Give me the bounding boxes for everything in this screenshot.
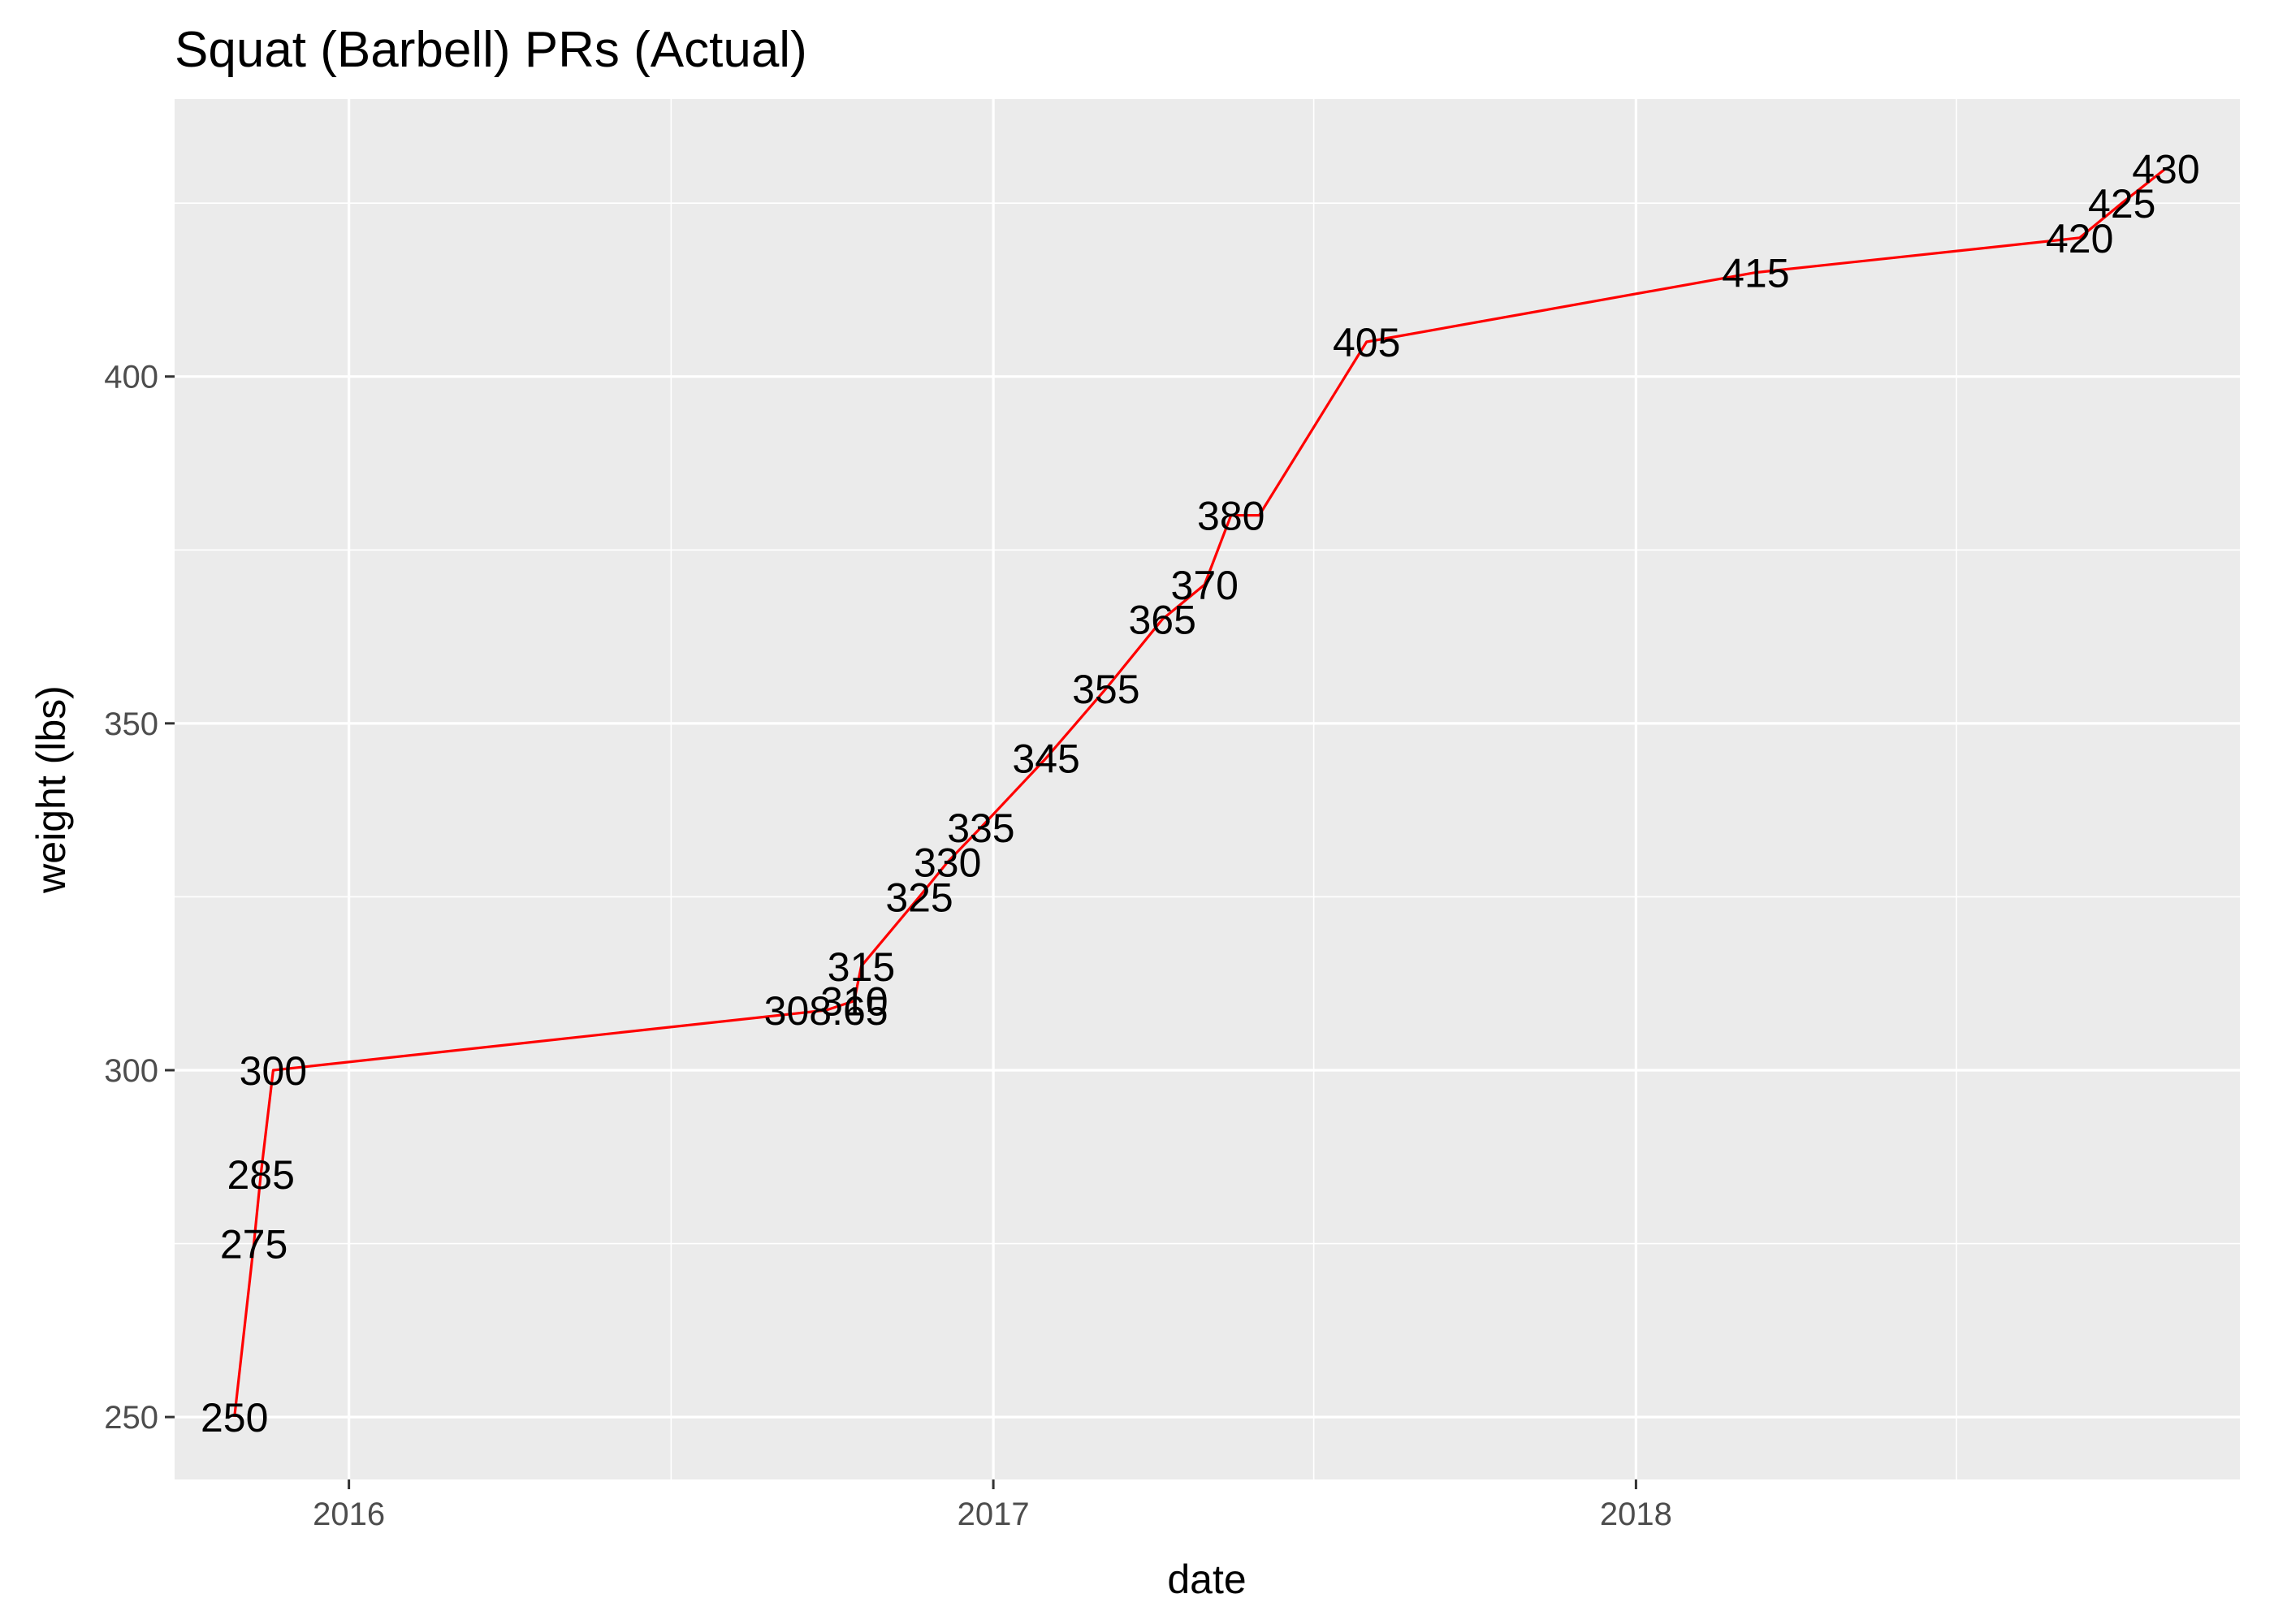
data-label: 370 — [1171, 563, 1239, 608]
data-label: 308.65 — [764, 988, 888, 1034]
data-label: 315 — [828, 944, 895, 990]
data-label: 430 — [2132, 146, 2199, 192]
major-gridlines — [175, 99, 2240, 1479]
data-label: 415 — [1722, 251, 1789, 296]
data-label: 405 — [1333, 320, 1400, 365]
data-label: 310 — [820, 979, 888, 1025]
x-axis-title: date — [1167, 1557, 1246, 1602]
data-label: 285 — [227, 1152, 295, 1198]
data-label: 425 — [2088, 181, 2155, 227]
y-tick-label: 300 — [104, 1053, 158, 1089]
data-label: 335 — [947, 806, 1014, 851]
data-label: 325 — [885, 875, 953, 920]
y-tick-label: 250 — [104, 1400, 158, 1436]
series-line-group — [233, 167, 2167, 1418]
data-label: 250 — [201, 1395, 268, 1440]
y-tick-label: 400 — [104, 360, 158, 395]
axis-ticks — [165, 375, 1637, 1489]
data-label: 380 — [1197, 494, 1265, 539]
x-tick-label: 2017 — [958, 1497, 1030, 1532]
chart-title: Squat (Barbell) PRs (Actual) — [175, 22, 807, 78]
y-tick-label: 350 — [104, 706, 158, 742]
x-tick-label: 2018 — [1600, 1497, 1672, 1532]
x-tick-label: 2016 — [313, 1497, 385, 1532]
data-label: 330 — [914, 840, 981, 886]
data-label: 300 — [240, 1048, 307, 1094]
minor-gridlines — [175, 99, 2240, 1479]
data-label: 345 — [1012, 736, 1079, 782]
data-label: 420 — [2046, 216, 2113, 261]
data-label: 365 — [1128, 598, 1195, 643]
y-axis-title: weight (lbs) — [28, 685, 74, 894]
series-line — [233, 167, 2167, 1418]
data-label: 275 — [220, 1222, 287, 1268]
tick-labels: 2016 2017 2018 250 300 350 400 — [104, 360, 1672, 1532]
data-label: 355 — [1072, 667, 1139, 712]
plot-panel — [175, 99, 2240, 1479]
